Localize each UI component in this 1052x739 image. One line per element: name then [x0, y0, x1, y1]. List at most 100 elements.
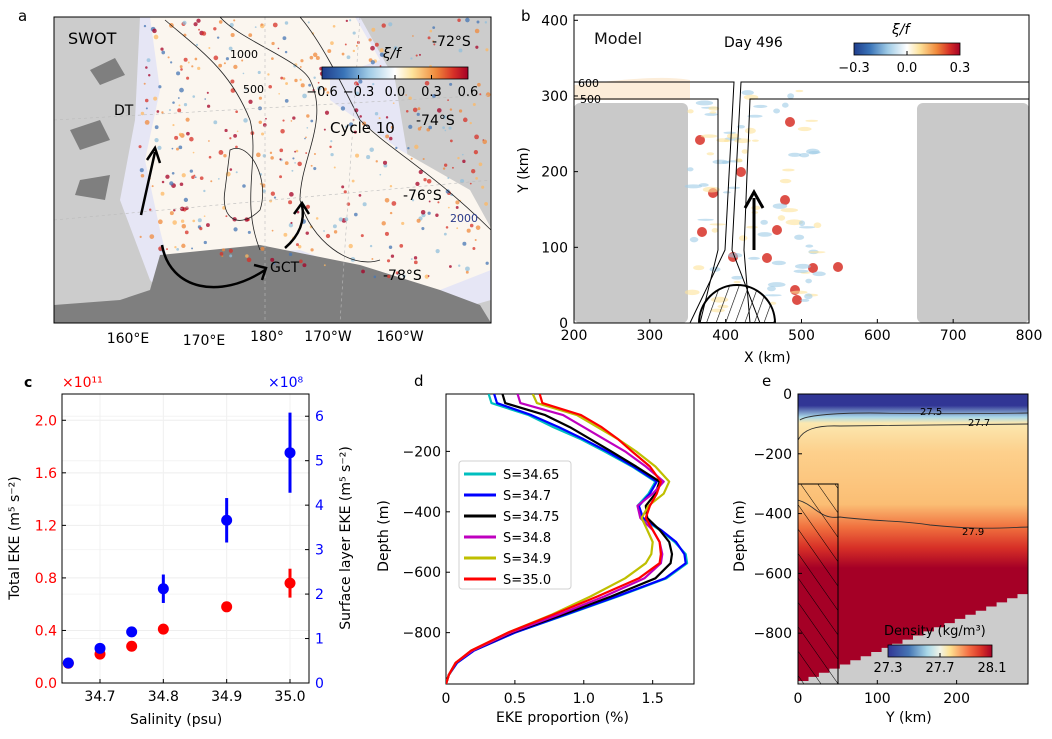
vorticity-blob [279, 158, 282, 161]
vorticity-blob [161, 111, 164, 114]
vorticity-filament [779, 178, 792, 184]
vorticity-blob [338, 217, 343, 222]
vorticity-filament [757, 232, 773, 237]
vorticity-blob [484, 21, 488, 24]
vorticity-blob [325, 233, 331, 239]
vorticity-blob [258, 120, 262, 125]
vorticity-blob [460, 178, 465, 184]
vorticity-blob [300, 59, 304, 63]
vorticity-blob [416, 218, 421, 223]
vorticity-blob [415, 181, 420, 186]
vorticity-blob [379, 52, 385, 57]
vorticity-blob [313, 152, 316, 155]
vorticity-blob [465, 270, 469, 274]
colorbar-tick-label: −0.3 [343, 85, 375, 100]
vorticity-filament [767, 282, 786, 288]
vorticity-blob [327, 49, 332, 54]
vorticity-blob [293, 64, 297, 68]
vorticity-filament [813, 222, 822, 229]
eddy-blob [785, 117, 795, 127]
data-point [221, 601, 233, 613]
vorticity-blob [471, 169, 476, 174]
vorticity-blob [330, 41, 334, 45]
vorticity-blob [482, 139, 488, 145]
annotation-dt: DT [114, 103, 134, 119]
vorticity-filament [741, 90, 754, 96]
colorbar-label: Density (kg/m³) [884, 624, 986, 639]
vorticity-blob [290, 221, 293, 224]
vorticity-blob [437, 201, 440, 204]
vorticity-blob [219, 252, 224, 256]
vorticity-blob [307, 21, 310, 24]
vorticity-blob [465, 17, 470, 23]
vorticity-blob [223, 62, 226, 65]
vorticity-filament [700, 134, 718, 138]
eddy-blob [697, 227, 707, 237]
isopycnal-27.5 [799, 412, 1028, 421]
x-tick-label: 500 [788, 328, 815, 344]
vorticity-blob [386, 259, 391, 263]
vorticity-blob [369, 244, 373, 248]
vorticity-blob [388, 136, 393, 141]
vorticity-blob [229, 22, 234, 28]
x-tick-label: 200 [561, 328, 588, 344]
vorticity-blob [248, 33, 253, 38]
vorticity-blob [194, 57, 198, 61]
vorticity-blob [475, 45, 479, 49]
contour-label: 500 [243, 83, 264, 96]
vorticity-blob [413, 256, 418, 260]
vorticity-blob [245, 254, 249, 258]
x-tick-label: 1.0 [573, 691, 595, 707]
vorticity-blob [371, 257, 374, 260]
vorticity-blob [355, 153, 360, 158]
vorticity-blob [201, 31, 207, 36]
land-left [574, 103, 688, 323]
vorticity-blob [341, 185, 345, 189]
vorticity-blob [343, 190, 347, 194]
vorticity-filament [808, 251, 826, 254]
vorticity-blob [213, 55, 219, 61]
vorticity-filament [751, 139, 759, 142]
vorticity-blob [288, 252, 293, 257]
vorticity-blob [474, 239, 477, 242]
vorticity-blob [447, 176, 450, 180]
left-y-tick-label: 0.8 [35, 571, 57, 587]
vorticity-blob [340, 106, 346, 111]
vorticity-blob [153, 34, 159, 40]
x-tick-label: 34.9 [211, 689, 242, 705]
arrowhead-icon [743, 188, 765, 209]
vorticity-blob [361, 269, 365, 274]
left-multiplier: ×10¹¹ [62, 375, 103, 391]
lat-label: -74°S [416, 113, 455, 129]
vorticity-blob [417, 127, 422, 131]
vorticity-blob [299, 259, 303, 264]
vorticity-blob [229, 137, 232, 140]
vorticity-blobs [138, 17, 491, 279]
vorticity-blob [389, 211, 393, 215]
plot-frame [797, 393, 1029, 685]
vorticity-filament [735, 158, 743, 162]
vorticity-blob [197, 66, 201, 71]
vorticity-blob [204, 98, 207, 100]
vorticity-blob [168, 108, 172, 112]
vorticity-blob [230, 79, 235, 84]
vorticity-filament [760, 219, 768, 225]
data-point [126, 640, 138, 652]
vorticity-blob [369, 147, 374, 152]
vorticity-blob [157, 219, 163, 225]
data-point [221, 514, 233, 526]
vorticity-blob [161, 180, 165, 184]
vorticity-blob [433, 43, 436, 46]
vorticity-filament [702, 186, 720, 193]
vorticity-blob [411, 199, 415, 202]
colorbar-tick-label: 28.1 [978, 661, 1007, 676]
vorticity-filament [797, 126, 812, 132]
eddy-blob [762, 253, 772, 263]
vorticity-blob [172, 124, 175, 127]
vorticity-filament [788, 152, 802, 157]
vorticity-blob [379, 65, 382, 67]
right-y-tick-label: 1 [315, 632, 324, 648]
vorticity-blob [217, 177, 220, 180]
map-frame [53, 16, 492, 324]
vorticity-blob [475, 225, 481, 230]
